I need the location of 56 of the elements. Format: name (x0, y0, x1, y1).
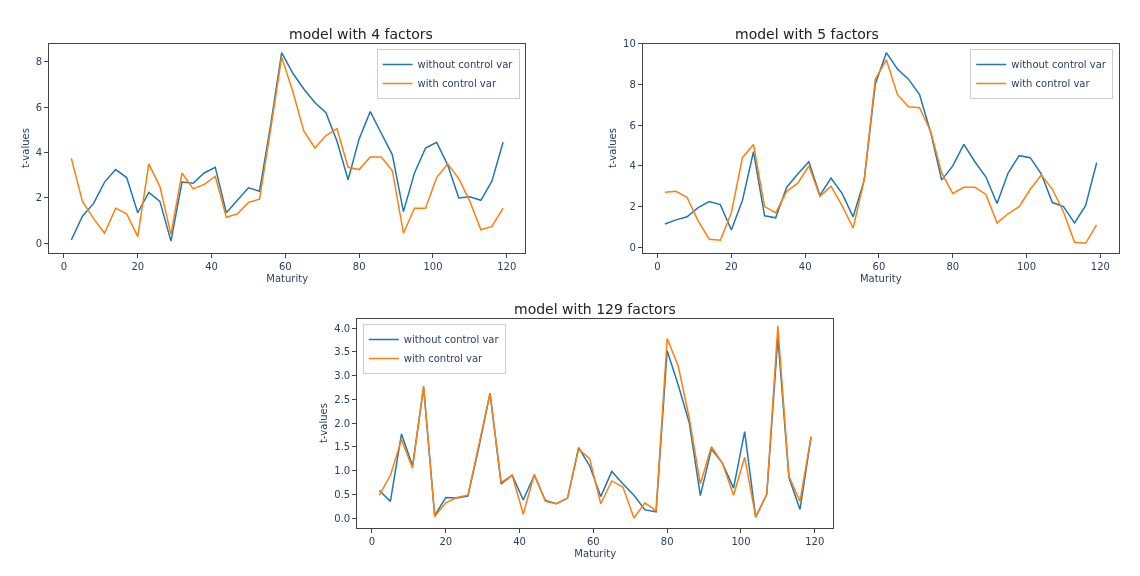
y-tick-label: 4 (629, 160, 636, 172)
y-tick-label: 0.5 (334, 488, 351, 500)
x-tick-label: 120 (805, 535, 825, 547)
y-tick-label: 2 (35, 192, 43, 204)
legend-label: without control var (403, 334, 500, 346)
x-tick-label: 40 (205, 260, 218, 272)
y-tick-label: 10 (623, 38, 636, 49)
x-tick-label: 100 (423, 260, 443, 272)
x-tick-label: 0 (60, 260, 68, 272)
x-tick-label: 20 (724, 260, 738, 272)
chart-title: model with 129 factors (514, 301, 676, 317)
y-tick-label: 2.0 (334, 417, 351, 429)
y-tick-label: 2 (629, 201, 636, 213)
x-tick-label: 40 (798, 260, 812, 272)
x-tick-label: 100 (731, 535, 751, 547)
x-axis-title: Maturity (574, 548, 617, 559)
y-tick-label: 3.0 (334, 370, 351, 381)
x-tick-label: 80 (946, 260, 960, 272)
y-tick-label: 8 (35, 56, 43, 68)
y-tick-label: 0 (629, 241, 636, 253)
y-axis-title: t-values (318, 403, 330, 443)
x-tick-label: 40 (513, 535, 526, 547)
y-tick-label: 1.0 (334, 465, 351, 476)
x-tick-label: 0 (654, 260, 661, 272)
y-axis-title: t-values (607, 128, 619, 168)
x-tick-label: 20 (131, 260, 145, 272)
x-axis-title: Maturity (859, 273, 902, 284)
x-tick-label: 120 (497, 260, 517, 272)
y-tick-label: 4 (35, 147, 43, 159)
y-tick-label: 4.0 (334, 322, 351, 334)
y-tick-label: 3.5 (334, 346, 351, 358)
y-tick-label: 0 (35, 237, 43, 249)
y-tick-label: 1.5 (334, 441, 351, 453)
x-tick-label: 80 (660, 535, 674, 547)
x-tick-label: 60 (278, 260, 292, 272)
x-tick-label: 80 (352, 260, 366, 272)
x-tick-label: 0 (368, 535, 376, 547)
x-tick-label: 60 (872, 260, 886, 272)
legend-label: with control var (417, 78, 497, 90)
chart-title: model with 5 factors (735, 26, 879, 42)
x-tick-label: 100 (1017, 260, 1037, 272)
legend-label: without control var (417, 59, 514, 71)
y-tick-label: 8 (629, 78, 636, 90)
y-tick-label: 6 (35, 101, 43, 113)
x-tick-label: 120 (1090, 260, 1110, 272)
y-axis-title: t-values (19, 128, 31, 168)
x-tick-label: 60 (586, 535, 600, 547)
y-tick-label: 2.5 (334, 393, 351, 405)
y-tick-label: 6 (629, 119, 636, 131)
x-axis-title: Maturity (266, 273, 309, 284)
chart-title: model with 4 factors (289, 26, 433, 42)
y-tick-label: 0.0 (334, 512, 351, 524)
legend-label: with control var (1011, 78, 1091, 90)
legend-label: without control var (1011, 59, 1107, 71)
x-tick-label: 20 (439, 535, 453, 547)
legend-label: with control var (403, 353, 484, 365)
